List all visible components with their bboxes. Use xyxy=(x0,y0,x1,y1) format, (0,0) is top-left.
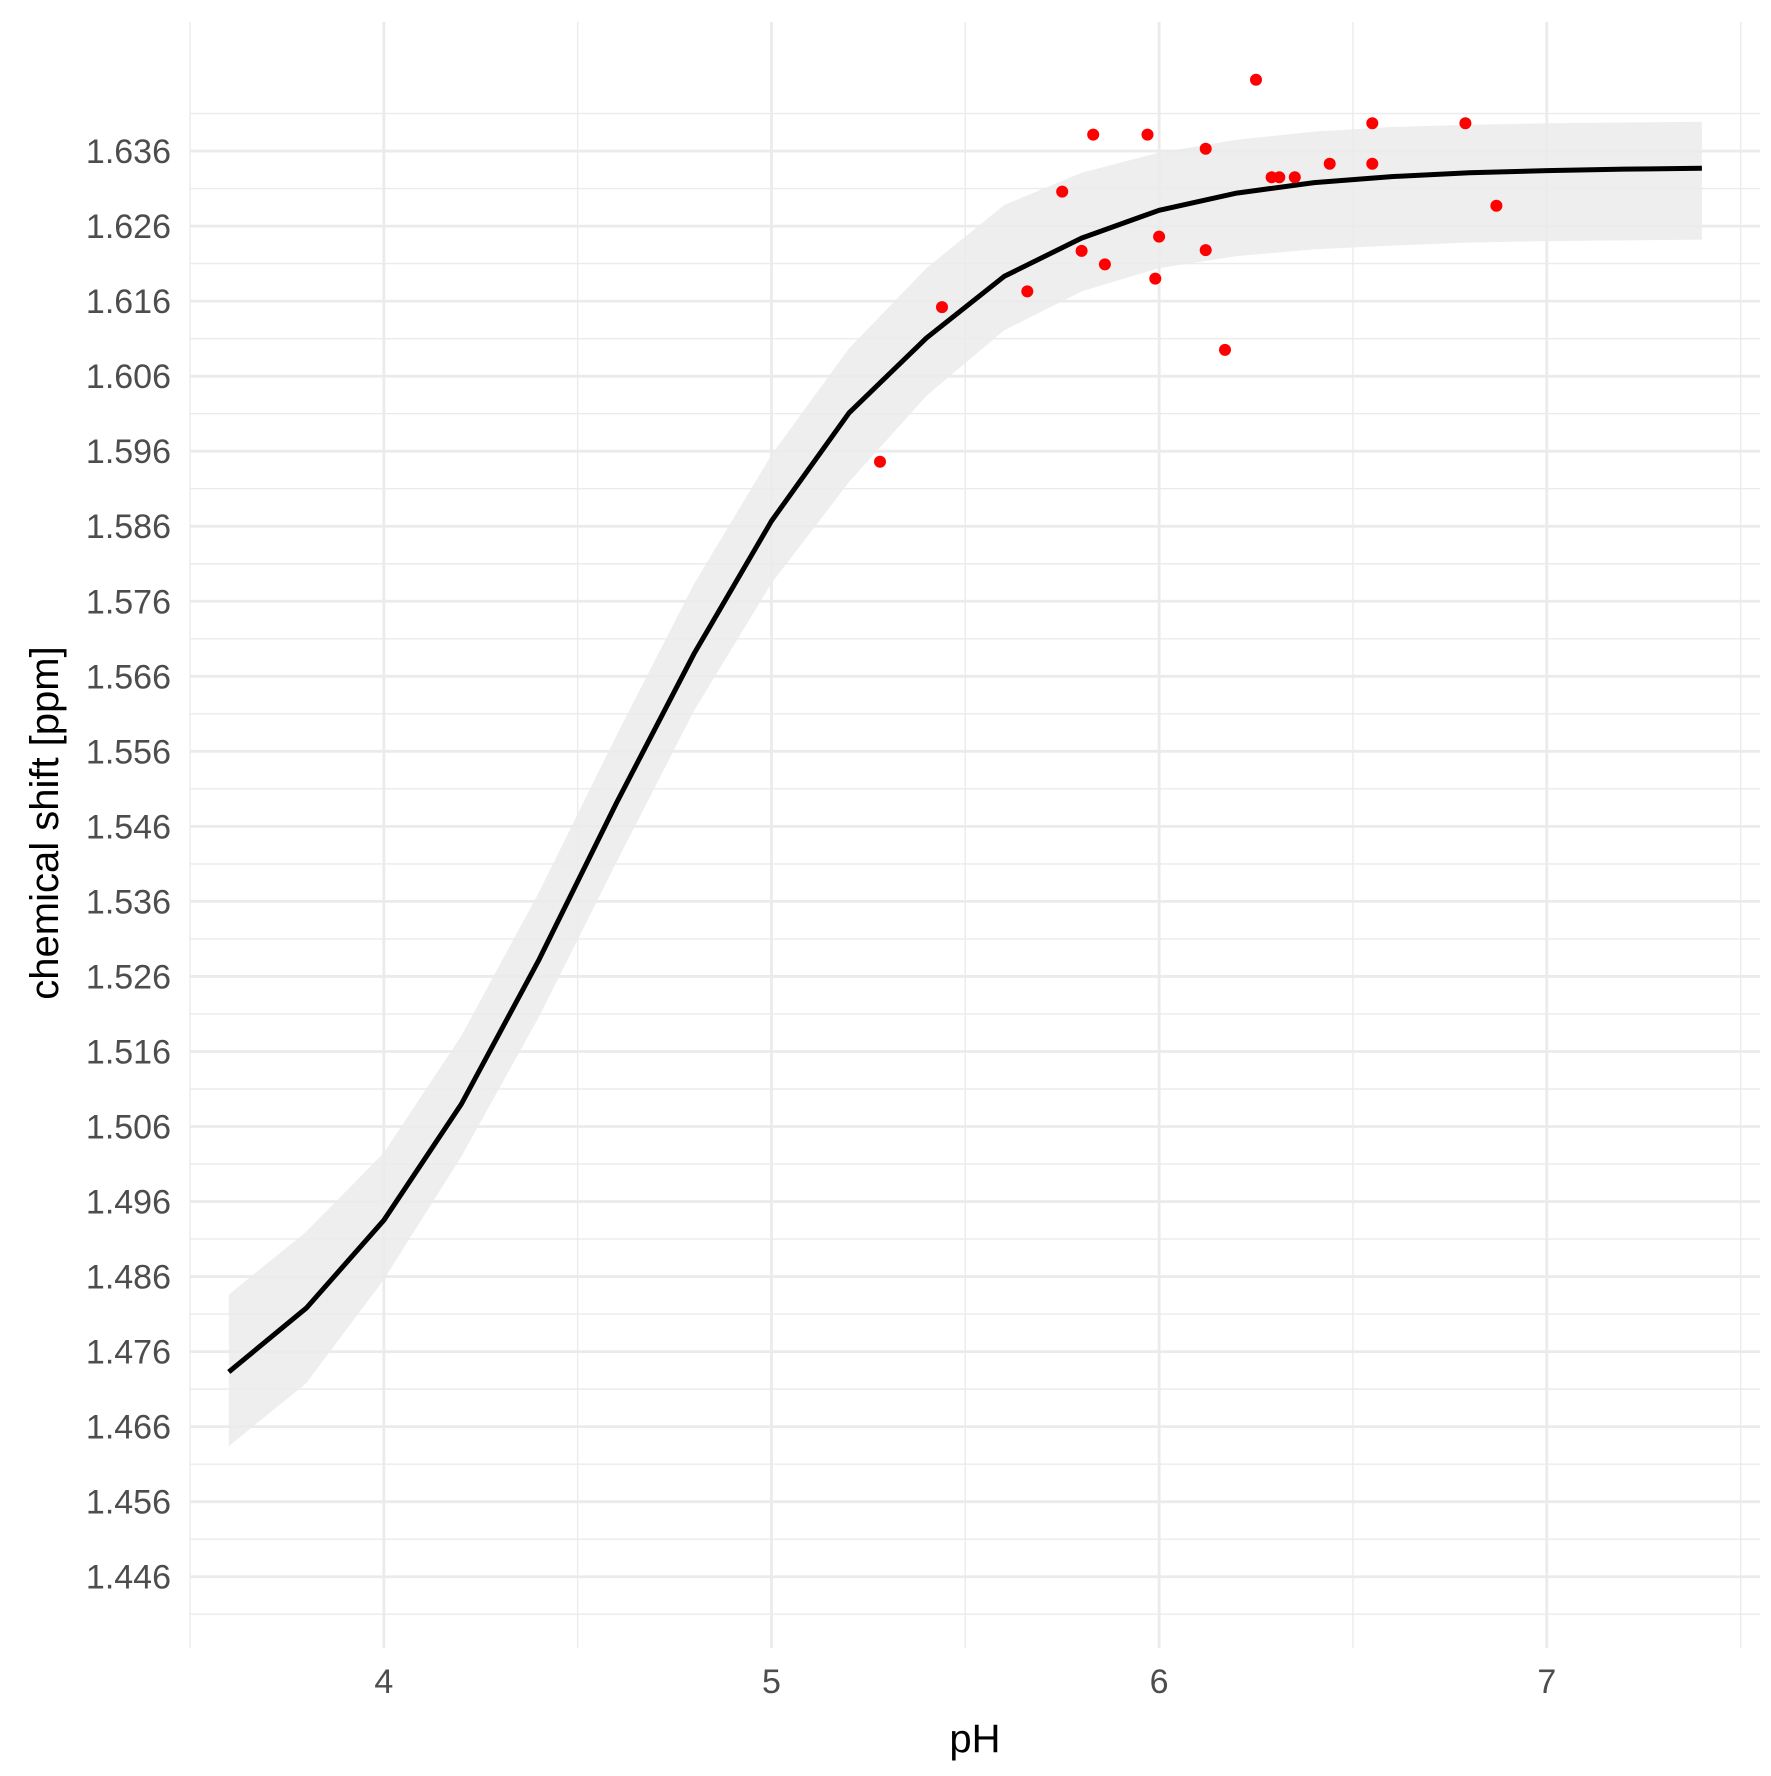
y-tick-label: 1.546 xyxy=(86,808,171,846)
data-point xyxy=(1153,230,1166,243)
data-point xyxy=(1273,171,1286,184)
y-tick-label: 1.566 xyxy=(86,658,171,696)
y-tick-label: 1.466 xyxy=(86,1409,171,1447)
x-tick-label: 4 xyxy=(374,1663,393,1701)
y-tick-label: 1.636 xyxy=(86,133,171,171)
data-point xyxy=(1366,117,1379,130)
y-tick-label: 1.476 xyxy=(86,1334,171,1372)
y-tick-label: 1.526 xyxy=(86,958,171,996)
y-tick-label: 1.596 xyxy=(86,433,171,471)
x-axis-title: pH xyxy=(949,1717,1000,1761)
y-tick-label: 1.446 xyxy=(86,1559,171,1597)
y-tick-label: 1.556 xyxy=(86,733,171,771)
data-point xyxy=(1250,73,1262,86)
data-point xyxy=(874,455,886,468)
y-tick-label: 1.536 xyxy=(86,883,171,921)
axis-layer: 4 5 6 7 1.446 1.456 1.466 1.476 1.486 1.496 1.506 1… xyxy=(86,133,1556,1701)
fit-line-layer xyxy=(227,165,1702,1374)
y-axis-title: chemical shift [ppm] xyxy=(23,646,67,999)
data-point xyxy=(1459,117,1472,130)
data-point xyxy=(1199,142,1212,155)
data-point xyxy=(1288,171,1301,184)
y-tick-label: 1.516 xyxy=(86,1033,171,1071)
y-tick-label: 1.586 xyxy=(86,508,171,546)
y-tick-label: 1.626 xyxy=(86,208,171,246)
data-point xyxy=(1490,199,1503,212)
data-points-layer xyxy=(874,73,1503,468)
data-point xyxy=(936,301,948,314)
data-point xyxy=(1323,157,1336,170)
x-tick-label: 7 xyxy=(1537,1663,1556,1701)
y-tick-label: 1.576 xyxy=(86,583,171,621)
data-point xyxy=(1098,258,1111,271)
data-point xyxy=(1087,128,1100,141)
data-point xyxy=(1199,244,1212,257)
data-point xyxy=(1149,272,1162,285)
x-tick-label: 6 xyxy=(1150,1663,1169,1701)
y-tick-label: 1.606 xyxy=(86,358,171,396)
y-tick-label: 1.506 xyxy=(86,1109,171,1147)
y-tick-label: 1.486 xyxy=(86,1259,171,1297)
data-point xyxy=(1141,128,1154,141)
fit-line xyxy=(227,165,1702,1374)
y-tick-label: 1.496 xyxy=(86,1184,171,1222)
data-point xyxy=(1075,244,1088,257)
x-tick-label: 5 xyxy=(762,1663,781,1701)
y-tick-label: 1.616 xyxy=(86,283,171,321)
y-tick-label: 1.456 xyxy=(86,1484,171,1522)
data-point xyxy=(1056,185,1069,198)
data-point xyxy=(1219,343,1231,356)
data-point xyxy=(1021,285,1034,298)
data-point xyxy=(1366,157,1379,170)
